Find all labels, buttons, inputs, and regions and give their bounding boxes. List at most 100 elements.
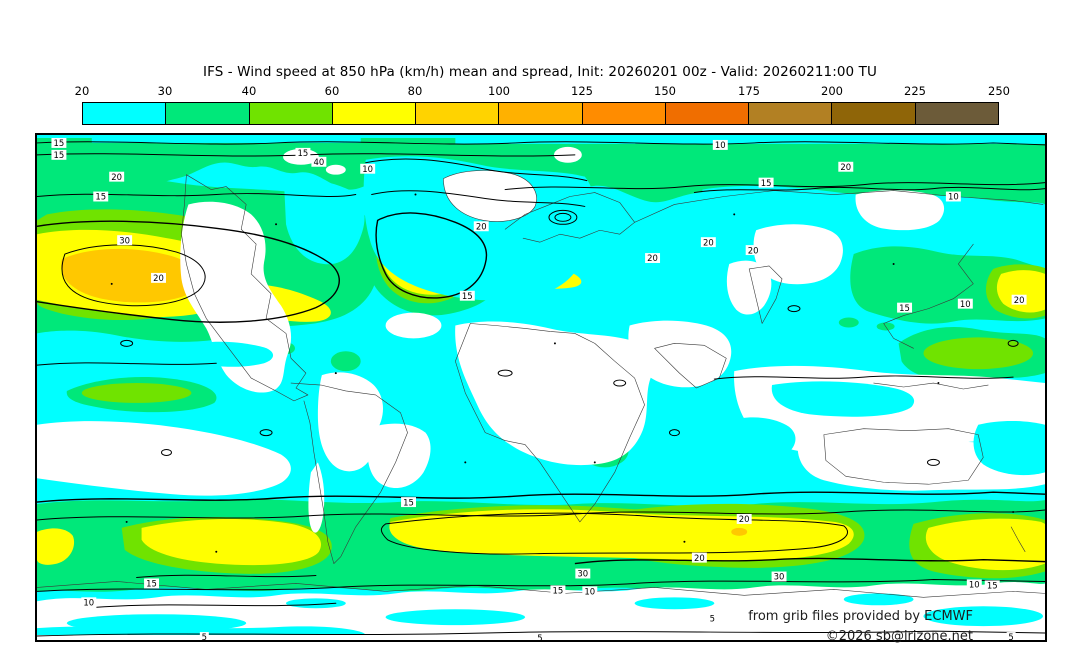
map-shape: [365, 158, 588, 182]
world-wind-map: 15 15 20 15 30 20 15 40 10 20 15 20 20 10 20 15 10 20 15 10…: [35, 133, 1047, 644]
map-shape: [787, 305, 801, 313]
colorbar-tick: 200: [821, 84, 843, 98]
contour-label-chip: [745, 245, 761, 256]
contour-label-chip: [199, 632, 209, 640]
contour-label-value: 10: [584, 587, 595, 597]
contour-label-chip: [736, 513, 752, 524]
map-shape: [855, 190, 945, 231]
map-shape: [367, 423, 431, 488]
map-shape: [37, 193, 357, 198]
contour-label-chip: [712, 139, 728, 150]
colorbar-tick: 150: [654, 84, 676, 98]
map-shape: [554, 212, 572, 222]
contour-label-value: 5: [1008, 632, 1013, 640]
colorbar-segment: [582, 103, 666, 124]
map-shape: [464, 461, 467, 464]
colorbar-tick: 80: [407, 84, 423, 98]
contour-label-chip: [295, 147, 311, 158]
colorbar-segment: [749, 103, 833, 124]
contour-label-chip: [93, 191, 109, 202]
colorbar-segment: [166, 103, 250, 124]
map-shape: [925, 518, 1045, 571]
contour-label-value: 20: [739, 514, 750, 524]
data-source-credit: from grib files provided by ECMWF: [748, 609, 973, 624]
map-shape: [654, 343, 727, 389]
map-shape: [693, 186, 1045, 194]
contour-label-chip: [838, 161, 854, 172]
colorbar-segment: [416, 103, 500, 124]
contour-label-value: 20: [476, 221, 487, 231]
contour-label-chip: [700, 237, 716, 248]
colorbar-segment: [499, 103, 583, 124]
map-shape: [317, 372, 384, 472]
map-shape: [141, 519, 322, 566]
colorbar-tick: 250: [988, 84, 1010, 98]
map-shape: [37, 141, 1045, 146]
colorbar-tick: 125: [571, 84, 593, 98]
map-shape: [1007, 339, 1019, 347]
map-shape: [873, 382, 989, 390]
map-shape: [215, 550, 218, 553]
map-shape: [926, 458, 940, 466]
contour-label-value: 10: [715, 140, 726, 150]
map-shape: [548, 209, 578, 225]
map-shape: [37, 626, 366, 636]
contour-label-chip: [51, 137, 67, 148]
map-shape: [748, 265, 783, 324]
colorbar-tick: 60: [324, 84, 340, 98]
contour-label-value: 20: [111, 172, 122, 182]
contour-label-value: 10: [83, 597, 94, 607]
map-shape: [731, 527, 748, 536]
contour-label-value: 40: [313, 157, 324, 167]
map-shape: [443, 170, 537, 222]
contour-label-chip: [144, 578, 160, 589]
map-shape: [937, 382, 940, 385]
map-shape: [290, 382, 408, 564]
contour-label-value: 20: [840, 162, 851, 172]
map-shape: [497, 369, 513, 377]
contour-label-value: 15: [298, 148, 309, 158]
map-shape: [593, 461, 596, 464]
contour-label-chip: [1006, 632, 1016, 640]
contour-label-chip: [771, 571, 787, 582]
contour-labels: 15 15 20 15 30 20 15 40 10 20 15 20 20 10 20 15 10 20 15 10…: [51, 137, 1027, 640]
contour-label-value: 15: [987, 581, 998, 591]
map-shape: [771, 381, 915, 417]
contour-label-value: 15: [146, 579, 157, 589]
map-shape: [838, 317, 859, 328]
map-shape: [634, 597, 715, 610]
page-title: IFS - Wind speed at 850 hPa (km/h) mean …: [203, 64, 877, 80]
contour-label-chip: [535, 633, 545, 640]
contour-label-value: 30: [577, 569, 588, 579]
map-shape: [110, 282, 113, 285]
contour-label-chip: [151, 272, 166, 283]
map-shape: [37, 630, 1045, 637]
map-shape: [923, 337, 1034, 370]
map-shape: [414, 193, 417, 196]
contour-label-chip: [81, 597, 97, 608]
colorbar-segment: [832, 103, 916, 124]
map-shape: [81, 383, 192, 403]
contour-label-value: 20: [647, 253, 658, 263]
map-shape: [120, 339, 134, 347]
map-fill-cyan-streaks: [37, 341, 1045, 636]
colorbar-tick: 40: [241, 84, 257, 98]
colorbar-segment: [665, 103, 750, 124]
map-shape: [275, 223, 278, 226]
colorbar-tick: 175: [738, 84, 760, 98]
map-shape: [628, 320, 732, 388]
contour-label-chip: [957, 298, 973, 309]
map-shape: [37, 509, 1045, 521]
contour-label-value: 10: [948, 192, 959, 202]
map-shape: [973, 420, 1045, 476]
map-shape: [91, 137, 361, 143]
map-shape: [713, 375, 1014, 380]
contour-label-value: 10: [960, 299, 971, 309]
map-shape: [728, 417, 796, 460]
contour-label-value: 5: [537, 633, 542, 640]
map-shape: [726, 260, 772, 315]
contour-label-value: 5: [202, 632, 207, 640]
colorbar-tick: 30: [157, 84, 173, 98]
map-shape: [380, 512, 849, 555]
map-shape: [96, 602, 337, 608]
